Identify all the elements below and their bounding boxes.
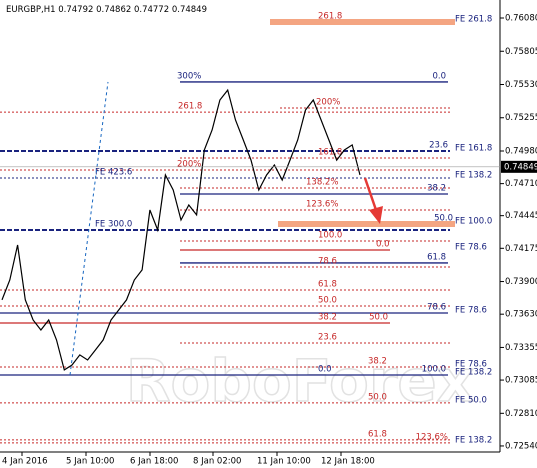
current-price-label: 0.74849	[504, 162, 537, 172]
y-tick-label: 0.75805	[505, 47, 537, 57]
level-label: 0.0	[318, 364, 332, 374]
level-end-label: 0.0	[432, 71, 446, 81]
level-label: 123.6%	[306, 199, 338, 209]
close: 0.74849	[172, 5, 207, 15]
watermark: RoboForex	[126, 347, 474, 415]
y-tick-label: 0.74175	[505, 244, 537, 254]
level-end-label: 78.6	[427, 302, 446, 312]
level-label: 261.8	[178, 102, 202, 112]
trend-line	[69, 81, 109, 376]
level-label: FE 300.0	[95, 220, 132, 230]
fe-label: FE 138.2	[455, 367, 492, 377]
low: 0.74772	[134, 5, 169, 15]
fe-label: FE 161.8	[455, 143, 492, 153]
arrow-head	[369, 206, 383, 224]
header: EURGBP,H1 0.74792 0.74862 0.74772 0.7484…	[6, 5, 207, 15]
level-label: 50.0	[368, 392, 387, 402]
fe-label: FE 78.6	[455, 360, 487, 370]
level-end-label: 50.0	[369, 313, 388, 323]
level-label: 200%	[177, 159, 201, 169]
y-tick-label: 0.72540	[505, 441, 537, 451]
fe-label: FE 78.6	[455, 305, 487, 315]
level-end-label: 61.8	[427, 252, 446, 262]
y-tick-label: 0.73630	[505, 310, 537, 320]
level-end-label: 50.0	[434, 214, 453, 224]
x-tick-label: 12 Jan 18:00	[321, 457, 375, 467]
level-label: 38.2	[368, 357, 387, 367]
level-end-label: 123.6%	[416, 432, 448, 442]
fe-label: FE 100.0	[455, 217, 492, 227]
x-tick-label: 11 Jan 10:00	[257, 457, 311, 467]
high: 0.74862	[96, 5, 131, 15]
symbol: EURGBP,H1	[6, 5, 56, 15]
y-tick-label: 0.73355	[505, 343, 537, 353]
forecast-arrow	[363, 177, 378, 211]
plot-area: RoboForex 261.8 FE 261.8 300% 0.0 261.8 200% 23…	[0, 12, 492, 445]
y-tick-label: 0.73900	[505, 277, 537, 287]
y-tick-label: 0.75530	[505, 80, 537, 90]
level-label: 300%	[177, 71, 201, 81]
level-label: 138.2%	[306, 177, 338, 187]
y-tick-label: 0.74980	[505, 146, 537, 156]
level-label: FE 423.6	[95, 167, 132, 177]
level-label: 261.8	[318, 12, 342, 22]
level-label: 38.2	[318, 313, 337, 323]
current-price-box	[501, 160, 537, 173]
y-tick-label: 0.74445	[505, 211, 537, 221]
level-label: 100.0	[318, 231, 342, 241]
x-tick-label: 5 Jan 10:00	[66, 457, 114, 467]
level-end-label: 23.6	[429, 140, 448, 150]
y-tick-label: 0.73085	[505, 376, 537, 386]
y-tick-label: 0.72810	[505, 409, 537, 419]
y-tick-label: 0.76080	[505, 14, 537, 24]
level-end-label: 38.2	[427, 184, 446, 194]
level-label: 61.8	[368, 429, 387, 439]
level-end-label: 100.0	[422, 364, 446, 374]
y-tick-label: 0.74710	[505, 179, 537, 189]
x-tick-label: 4 Jan 2016	[2, 457, 48, 467]
open: 0.74792	[58, 5, 93, 15]
level-label: 61.8	[318, 280, 337, 290]
x-tick-label: 6 Jan 18:00	[130, 457, 178, 467]
fe-label: FE 261.8	[455, 15, 492, 25]
level-label: 78.6	[318, 257, 337, 267]
level-label: 23.6	[318, 332, 337, 342]
level-label: 200%	[316, 97, 340, 107]
y-tick-label: 0.75255	[505, 113, 537, 123]
level-label: 161.8	[318, 148, 342, 158]
fe-label: FE 138.2	[455, 170, 492, 180]
level-label: 0.0	[376, 239, 390, 249]
price-line	[1, 88, 361, 371]
fe-label: FE 78.6	[455, 242, 487, 252]
fe-label: FE 138.2	[455, 435, 492, 445]
x-tick-label: 8 Jan 02:00	[193, 457, 241, 467]
fe-label: FE 50.0	[455, 395, 487, 405]
level-label: 50.0	[318, 295, 337, 305]
